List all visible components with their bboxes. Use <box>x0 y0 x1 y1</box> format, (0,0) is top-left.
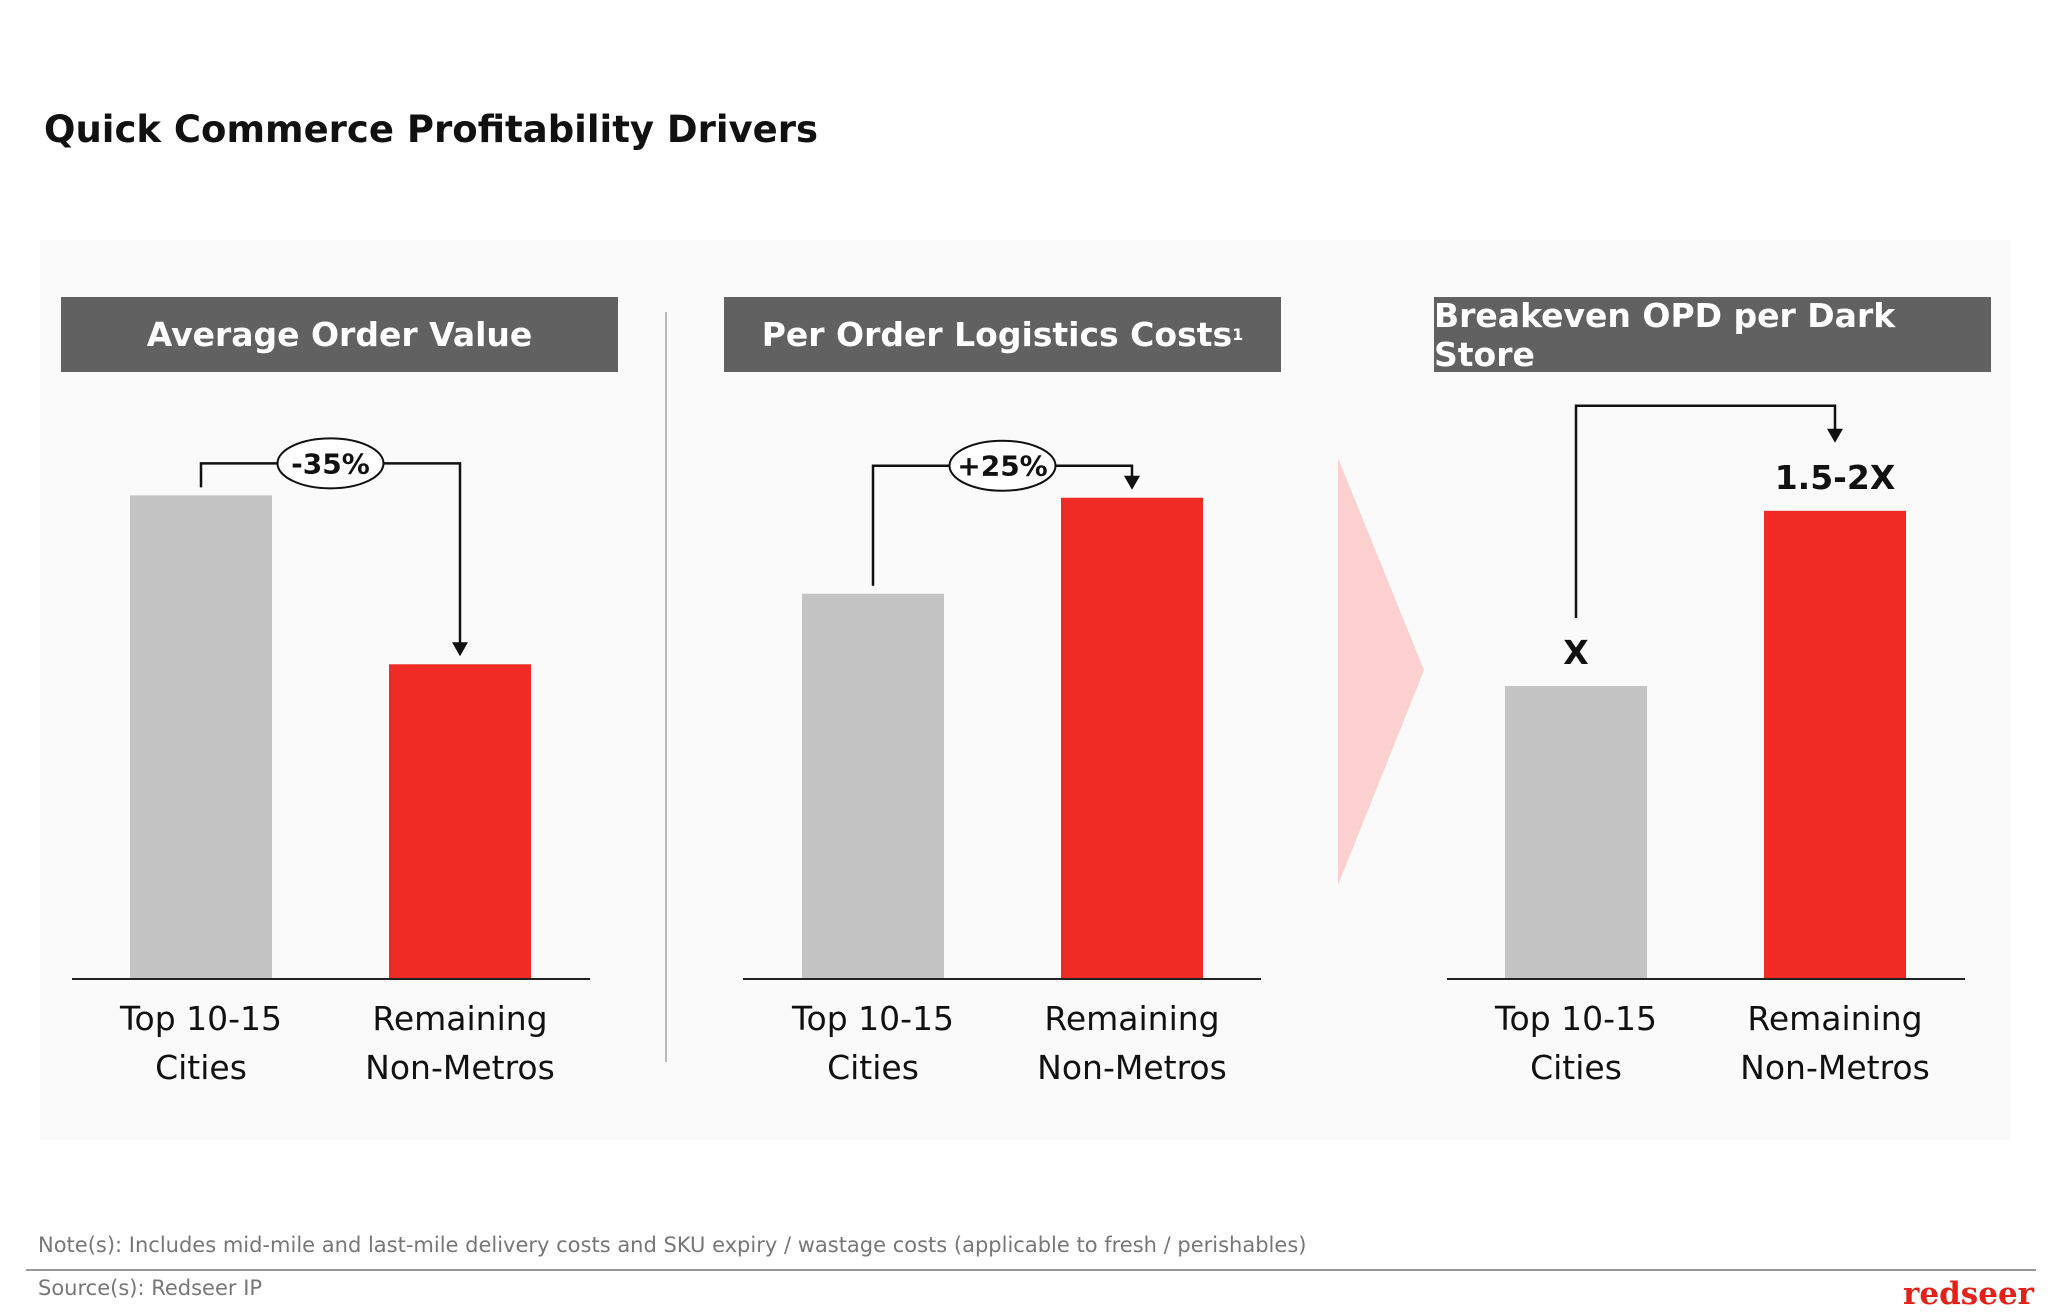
change-arrowhead <box>1124 475 1140 490</box>
value-label: X <box>1563 633 1588 672</box>
x-tick-label: Remaining Non-Metros <box>365 999 555 1087</box>
annotation: -35% <box>291 447 370 480</box>
annotation: +25% <box>957 450 1047 483</box>
panel-background <box>40 240 2010 1140</box>
change-arrowhead <box>1827 428 1843 443</box>
title-footnote-mark: 1 <box>1232 325 1244 344</box>
x-tick-label: Remaining Non-Metros <box>1740 999 1930 1087</box>
change-arrowhead <box>452 642 468 657</box>
flow-arrow <box>1338 458 1424 885</box>
x-tick-label: Top 10-15 Cities <box>1494 999 1658 1087</box>
panel-title: Breakeven OPD per Dark Store <box>1434 295 1896 374</box>
page-title: Quick Commerce Profitability Drivers <box>44 108 819 151</box>
panel-header: Average Order Value <box>61 297 618 372</box>
bar <box>130 495 272 978</box>
bar <box>1764 510 1906 978</box>
bar <box>1061 497 1203 978</box>
panel-header: Per Order Logistics Costs 1 <box>724 297 1281 372</box>
logo: redseer <box>1903 1276 2034 1312</box>
annotation-bubble <box>948 439 1057 492</box>
panel-title: Per Order Logistics Costs <box>761 315 1233 354</box>
x-tick-label: Remaining Non-Metros <box>1037 999 1227 1087</box>
x-tick-label: Top 10-15 Cities <box>119 999 283 1087</box>
change-bracket <box>1574 404 1837 618</box>
bar <box>389 664 531 978</box>
source: Source(s): Redseer IP <box>38 1276 263 1300</box>
x-tick-label: Top 10-15 Cities <box>791 999 955 1087</box>
annotation-bubble <box>276 437 385 490</box>
value-label: 1.5-2X <box>1775 458 1896 497</box>
footnote: Note(s): Includes mid-mile and last-mile… <box>38 1233 1307 1257</box>
bar <box>1505 686 1647 978</box>
panel-title: Average Order Value <box>146 315 533 354</box>
bar <box>802 593 944 978</box>
panel-header: Breakeven OPD per Dark Store <box>1434 295 1991 374</box>
